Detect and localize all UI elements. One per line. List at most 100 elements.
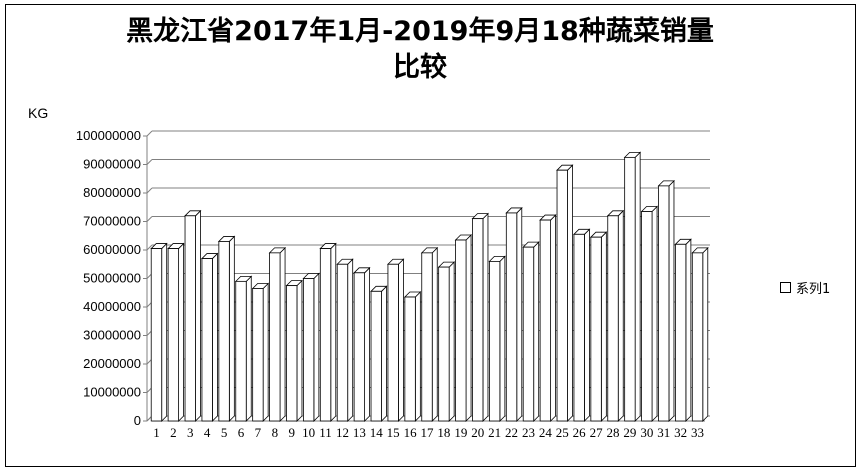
bar-side	[161, 242, 168, 422]
bar-side	[584, 228, 590, 422]
bar-front	[387, 263, 399, 422]
x-tick-label: 18	[437, 425, 450, 440]
x-tick-label: 29	[623, 425, 636, 440]
bar	[251, 282, 270, 422]
x-tick-label: 9	[288, 425, 295, 440]
y-tick-label: 90000000	[83, 157, 141, 172]
x-tick-label: 5	[221, 425, 228, 440]
chart-title-line1: 黑龙江省2017年1月-2019年9月18种蔬菜销量	[126, 16, 714, 47]
bar	[640, 205, 659, 422]
y-tick-label: 40000000	[83, 299, 141, 314]
bar-front	[658, 185, 670, 422]
x-tick-label: 28	[607, 425, 620, 440]
bar-side	[617, 209, 624, 422]
bar-front	[286, 285, 298, 422]
bar-side	[482, 212, 489, 422]
bar-front	[573, 233, 585, 422]
bar-side	[431, 246, 438, 422]
bar-side	[600, 231, 607, 422]
bar-side	[245, 275, 252, 422]
bar	[285, 279, 303, 422]
bar	[556, 164, 574, 422]
x-tick-label: 17	[421, 425, 435, 440]
bar-side	[178, 242, 185, 422]
bar-front	[201, 258, 213, 422]
bar-front	[539, 219, 552, 422]
bar-front	[302, 278, 315, 422]
bar-side	[330, 242, 337, 422]
bar-front	[488, 260, 501, 422]
x-tick-label: 25	[556, 425, 569, 440]
bar-front	[472, 218, 484, 422]
legend-label: 系列1	[796, 282, 831, 297]
x-tick-label: 13	[353, 425, 366, 440]
x-tick-label: 21	[488, 425, 501, 440]
x-tick-labels: 1 2 3 4 5 6 7 8 9 10 11 12 13 14 15 16 17 18 19 20 21 22 23 24 2…	[153, 425, 704, 440]
bar	[200, 252, 219, 422]
x-tick-label: 2	[170, 425, 177, 440]
bar	[336, 258, 354, 422]
bar-front	[370, 290, 382, 422]
bar-side	[347, 258, 354, 422]
x-tick-label: 3	[187, 425, 194, 440]
bar-front	[674, 243, 687, 422]
bar	[217, 235, 236, 422]
bar-side	[651, 205, 658, 422]
y-tick-label: 30000000	[83, 328, 141, 343]
bar	[522, 241, 540, 422]
bar	[319, 242, 337, 422]
bar-side	[398, 258, 404, 422]
x-tick-label: 14	[370, 425, 384, 440]
bar-side	[313, 272, 320, 422]
bar	[302, 272, 320, 422]
y-axis-label: KG	[28, 105, 49, 121]
y-tick-label: 60000000	[83, 242, 141, 257]
bar-front	[336, 263, 349, 422]
x-tick-label: 32	[674, 425, 687, 440]
bar-side	[465, 234, 472, 422]
bar-side	[195, 209, 201, 422]
y-tick-label: 50000000	[83, 271, 141, 286]
bar-side	[448, 261, 455, 422]
gridline-side	[146, 216, 153, 222]
y-tick-label: 10000000	[83, 385, 141, 400]
x-tick-label: 8	[272, 425, 279, 440]
bar	[539, 214, 557, 422]
bar-front	[252, 288, 264, 422]
bar-front	[505, 212, 518, 422]
x-tick-label: 11	[319, 425, 332, 440]
bar-front	[235, 280, 247, 422]
y-tick-label: 80000000	[83, 185, 141, 200]
bar-front	[150, 248, 163, 422]
x-tick-label: 12	[336, 425, 349, 440]
bar-front	[556, 169, 568, 422]
bar-front	[404, 296, 416, 422]
bar-front	[421, 252, 433, 422]
bar-front	[269, 252, 281, 422]
bar-side	[550, 214, 557, 422]
bar	[403, 291, 422, 422]
bar-side	[414, 291, 421, 422]
bar	[268, 246, 287, 422]
bar	[420, 246, 439, 422]
bar-front	[590, 236, 602, 422]
bar	[184, 209, 202, 422]
bar	[167, 242, 185, 422]
legend: 系列1	[780, 278, 830, 297]
bar-side	[228, 235, 235, 422]
bar	[488, 255, 506, 422]
x-tick-label: 15	[387, 425, 400, 440]
x-tick-label: 22	[505, 425, 518, 440]
bar-side	[567, 164, 573, 422]
bar-front	[607, 215, 619, 422]
bar	[505, 206, 523, 422]
bar-front	[218, 241, 230, 422]
bar-side	[262, 282, 269, 422]
x-tick-label: 30	[640, 425, 653, 440]
x-tick-label: 31	[657, 425, 670, 440]
x-tick-label: 26	[573, 425, 587, 440]
bar	[150, 242, 168, 422]
bar	[353, 266, 371, 422]
y-tick-label: 20000000	[83, 356, 141, 371]
gridline-side	[146, 159, 153, 165]
